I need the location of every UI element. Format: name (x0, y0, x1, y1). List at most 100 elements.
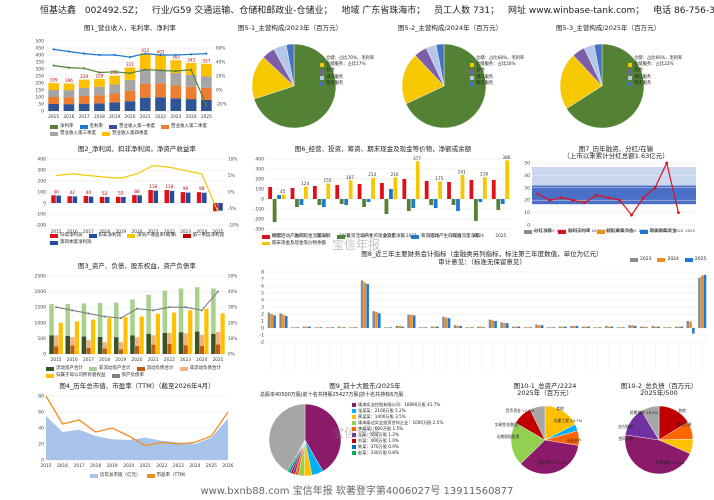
pie-2025 (559, 43, 645, 129)
slice-label: 固定资产 35.1% (538, 460, 567, 465)
bar (267, 312, 271, 328)
y-tick-label: 150 (35, 88, 44, 94)
bar (67, 196, 72, 203)
y-tick-label: -1 (260, 333, 265, 339)
pie-2024-title: 图5-2_主营构成/2024年（百万元） (398, 24, 503, 32)
x-tick-label: 2022 (156, 463, 167, 469)
data-label: 40 (86, 190, 92, 195)
y-tick-label: 1 (261, 319, 264, 325)
bar (587, 326, 590, 328)
chart-balance-title: 图3_资产、负债、股东权益，资产负债率 (78, 262, 196, 270)
pie-2023-legend: 仓储：占比70%，毛利率 仓储服务：占比17% 其他 港口服务 物流服务 (320, 56, 374, 87)
legend-label: 港口服务 (326, 74, 344, 80)
bar (564, 326, 567, 328)
bar (218, 203, 223, 211)
bar (703, 274, 707, 328)
pie-2023 (251, 43, 337, 129)
y2-tick-label: 0% (228, 190, 235, 195)
pie-2023-title: 图5-1_主营构成/2023年（百万元） (238, 24, 343, 32)
bar-segment (194, 331, 200, 354)
x-tick-label: 2025 (212, 229, 223, 235)
bar (496, 199, 501, 210)
chart-financing-subtitle: （上市以来累计分红总额1.63亿元） (563, 152, 669, 160)
bar-segment (54, 346, 59, 354)
legend-item: 市盈率（TTM） (146, 473, 188, 479)
legend-swatch (630, 258, 638, 262)
legend-swatch (46, 367, 54, 371)
x-tick-label: 2023 (170, 114, 181, 120)
legend-swatch (352, 439, 356, 443)
y2-tick-label: -20% (216, 102, 227, 107)
bar-segment (49, 304, 54, 336)
pie-slice (641, 405, 660, 441)
legend-item: 毛利率 (79, 124, 103, 130)
line-point (205, 52, 208, 55)
chart-shareholders (268, 403, 342, 477)
bar (58, 322, 63, 354)
bar (378, 313, 381, 328)
line-point (144, 68, 147, 71)
bar (558, 326, 562, 328)
bar-segment (63, 83, 75, 91)
bar (91, 319, 96, 354)
legend-item: 赵某：330万股 0.8% (352, 450, 443, 456)
pie-slice (401, 55, 445, 105)
slice-label: 合同负债 (618, 436, 633, 441)
y2-tick-label: 20% (216, 74, 225, 79)
bar (491, 320, 495, 328)
x-tick-label: 2020 (123, 463, 134, 469)
line-point (159, 69, 162, 72)
legend-swatch (352, 421, 356, 425)
bar (505, 323, 509, 328)
pie-2025-legend: 仓储：占比66%，毛利率 仓储服务：占比22% 其他 港口服务 物流服务 (628, 56, 682, 87)
legend-label: 赵某：330万股 0.8% (358, 450, 399, 455)
bar-segment (86, 347, 91, 354)
bar-segment (135, 337, 140, 346)
bar (517, 326, 521, 328)
legend-item: 期末现金及现金等价物余额 (262, 241, 326, 245)
bar (362, 199, 366, 207)
legend-label: 营业收入第三季度 (60, 131, 96, 136)
bar (651, 325, 655, 328)
bar (331, 327, 335, 328)
chart-balance: 0 500 1000 1500 2000 2500 2015 2016 2017 2018 2019… (35, 274, 238, 364)
bar (115, 196, 121, 203)
x-tick-label: 2019 (109, 114, 120, 120)
legend-swatch (352, 433, 356, 437)
data-label: 99 (183, 186, 189, 191)
bar-segment (162, 332, 168, 354)
legend-item: 归母净利润 (50, 233, 83, 239)
bar (619, 327, 623, 328)
x-tick-label: 2019 (115, 357, 126, 363)
legend-swatch (320, 57, 324, 62)
x-tick-label: 2016 (57, 463, 68, 469)
bar-segment (70, 345, 75, 354)
bar (471, 327, 474, 328)
line-point (168, 306, 171, 309)
pie-slice (285, 43, 295, 87)
bar (491, 180, 496, 199)
bar (610, 326, 614, 328)
y-tick-label: 0 (43, 352, 46, 358)
line-point (113, 53, 116, 57)
bar (351, 327, 355, 328)
data-label: 386 (502, 155, 510, 160)
legend-item: 流动资产合计 (46, 366, 83, 372)
bar (139, 316, 144, 354)
x-tick-label: 2019 (115, 229, 126, 235)
bar-segment (155, 69, 166, 84)
chart-shareholders-title: 图9_前十大股东/2025年 (329, 382, 401, 390)
bar-segment (65, 335, 71, 354)
slice-label: 长期股权投资 (497, 434, 520, 439)
y-tick-label: 6 (261, 284, 264, 290)
x-tick-label: 2020 (132, 229, 143, 235)
legend-swatch (628, 63, 632, 68)
line-point (52, 48, 55, 51)
legend-swatch (639, 230, 648, 234)
bar-segment (215, 344, 221, 354)
y2-tick-label: 10% (228, 157, 237, 162)
bar (349, 327, 352, 328)
bar (607, 326, 611, 328)
